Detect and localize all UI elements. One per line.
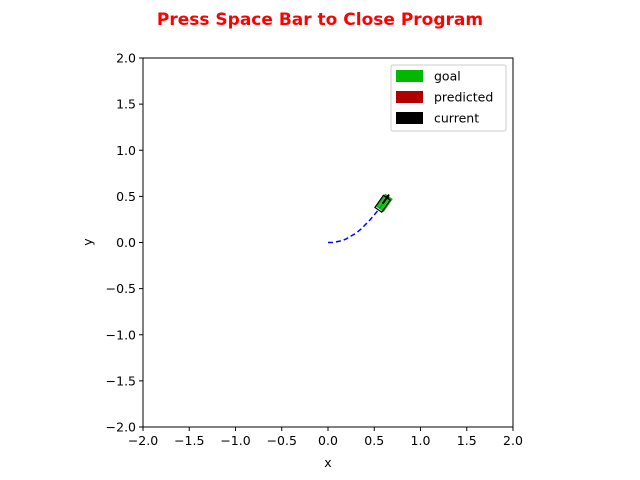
vehicles-layer: [374, 193, 393, 214]
y-tick-label: 0.0: [116, 235, 136, 250]
y-tick-label: 2.0: [116, 51, 136, 66]
legend: goal predicted current: [390, 64, 507, 132]
legend-entries: goal predicted current: [396, 69, 493, 126]
legend-swatch-predicted: [396, 91, 423, 103]
legend-label-current: current: [434, 111, 479, 126]
legend-label-predicted: predicted: [434, 90, 493, 105]
legend-label-goal: goal: [434, 69, 461, 84]
y-tick-label: 1.5: [116, 97, 136, 112]
x-tick-label: −2.0: [128, 433, 158, 448]
x-tick-label: 2.0: [503, 433, 523, 448]
y-tick-label: −1.5: [106, 373, 136, 388]
y-tick-label: −0.5: [106, 281, 136, 296]
path-series-line: [328, 203, 384, 244]
x-tick-label: −1.5: [174, 433, 204, 448]
y-tick-label: 0.5: [116, 189, 136, 204]
x-tick-label: 1.0: [411, 433, 431, 448]
current-heading-arrowhead: [384, 194, 390, 200]
x-tick-label: −1.0: [220, 433, 250, 448]
x-tick-label: 0.5: [364, 433, 384, 448]
y-tick-label: −1.0: [106, 327, 136, 342]
series-layer: [328, 203, 384, 244]
y-axis-ticks: −2.0 −1.5 −1.0 −0.5 0.0 0.5 1.0 1.5 2.0: [106, 51, 143, 435]
x-tick-label: 1.5: [457, 433, 477, 448]
y-tick-label: −2.0: [106, 420, 136, 435]
x-tick-label: −0.5: [267, 433, 297, 448]
legend-swatch-current: [396, 112, 423, 124]
x-axis-label: x: [324, 455, 331, 470]
x-tick-label: 0.0: [318, 433, 338, 448]
y-axis-label: y: [80, 238, 95, 246]
y-tick-label: 1.0: [116, 143, 136, 158]
chart-title: Press Space Bar to Close Program: [157, 10, 483, 30]
x-axis-ticks: −2.0 −1.5 −1.0 −0.5 0.0 0.5 1.0 1.5 2.0: [128, 427, 523, 448]
legend-swatch-goal: [396, 70, 423, 82]
